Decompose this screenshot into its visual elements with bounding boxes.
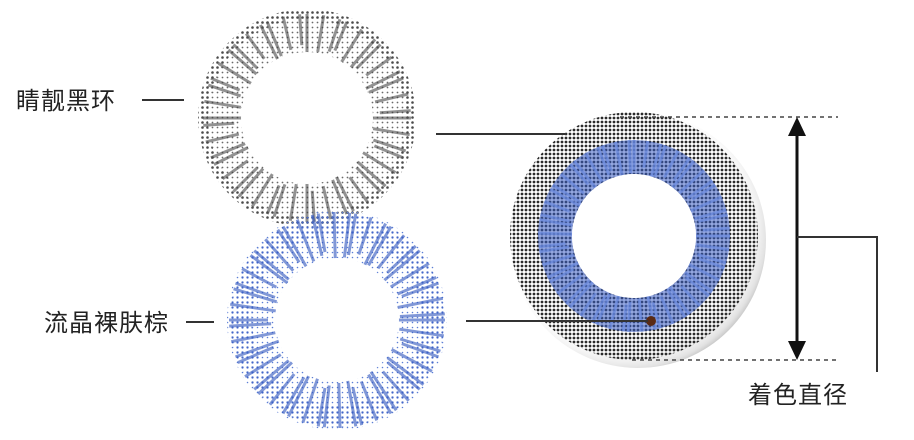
ring-spoke (686, 262, 722, 283)
ring-spoke (217, 62, 254, 86)
ring-spoke (684, 276, 712, 299)
ring-spoke (680, 285, 703, 309)
ring-spoke (626, 301, 632, 334)
ring-spoke (232, 166, 259, 193)
ring-spoke (649, 141, 663, 179)
ring-spoke (663, 148, 681, 179)
ring-spoke (259, 24, 280, 62)
ring-spoke (607, 293, 621, 332)
ring-spoke (567, 161, 590, 186)
ring-spoke (571, 158, 598, 191)
ring-spoke (232, 43, 259, 70)
ring-spoke (205, 132, 240, 144)
ring-spoke (666, 288, 688, 320)
ring-spoke (578, 292, 597, 319)
ring-spoke (535, 231, 575, 236)
ring-spoke (373, 144, 404, 160)
ring-spoke (316, 15, 326, 53)
ring-spoke (670, 158, 697, 191)
diameter-label: 着色直径 (748, 381, 848, 409)
ring-spoke (379, 109, 411, 115)
ring-spoke (554, 274, 583, 296)
ring-spoke (550, 182, 582, 204)
ring-spoke (651, 301, 663, 331)
ring-spoke (210, 76, 241, 92)
ring-spoke (684, 271, 715, 295)
ring-spoke (537, 217, 573, 227)
ring-spoke (348, 176, 370, 204)
ring-spoke (600, 143, 613, 172)
ring-spoke (327, 18, 342, 53)
ring-spoke (355, 166, 382, 193)
ring-spoke (590, 294, 607, 325)
black-ring-label: 睛靓黑环 (16, 87, 116, 115)
ring-spoke (558, 171, 585, 195)
ring-spoke (627, 138, 633, 174)
ring-spoke (678, 167, 707, 194)
blue-ring-lens (220, 200, 460, 440)
ring-spoke (645, 294, 658, 332)
ring-spoke (688, 194, 725, 213)
ring-spoke (567, 279, 595, 310)
ring-spoke (540, 253, 575, 268)
ring-spoke (547, 186, 583, 209)
ring-spoke (637, 298, 644, 334)
combined-lens (500, 100, 770, 370)
ring-spoke (659, 295, 676, 327)
ring-spoke (696, 243, 732, 252)
ring-spoke (349, 38, 377, 69)
ring-spoke (667, 284, 692, 317)
ring-spoke (583, 150, 604, 183)
ring-spoke (368, 76, 404, 94)
ring-spoke (537, 245, 570, 254)
ring-spoke (374, 92, 409, 104)
ring-spoke (360, 150, 397, 174)
ring-spoke (595, 144, 611, 176)
ring-spoke (227, 48, 258, 76)
ring-spoke (244, 32, 266, 60)
ring-spoke (621, 304, 628, 334)
brown-ring-label: 流晶裸肤棕 (44, 309, 169, 337)
ring-spoke (694, 207, 729, 221)
ring-spoke (213, 145, 251, 166)
ring-spoke (298, 14, 304, 46)
ring-spoke (696, 253, 729, 265)
ring-spoke (339, 28, 363, 65)
ring-spoke (691, 182, 718, 201)
ring-spoke (237, 167, 265, 198)
ring-spoke (365, 55, 393, 77)
ring-spoke (210, 142, 246, 160)
ring-spoke (356, 160, 387, 188)
ring-spoke (545, 260, 581, 280)
ring-spoke (687, 178, 715, 200)
pupil-dot (646, 316, 656, 326)
ring-spoke (203, 121, 235, 127)
ring-spoke (363, 70, 401, 91)
ring-spoke (698, 257, 727, 270)
ring-spoke (563, 279, 591, 307)
ring-spoke (372, 127, 410, 137)
ring-spoke (281, 16, 293, 51)
ring-spoke (697, 212, 730, 223)
ring-spoke (538, 212, 571, 223)
ring-spoke (333, 21, 349, 52)
ring-spoke (613, 139, 624, 178)
ring-spoke (204, 99, 242, 109)
ring-spoke (672, 155, 693, 181)
ring-spoke (653, 143, 668, 177)
ring-spoke (265, 21, 283, 57)
ring-spoke (642, 138, 650, 168)
ring-spoke (372, 138, 407, 153)
ring-spoke (207, 83, 242, 98)
ring-spoke (221, 159, 249, 181)
diameter-arrow (788, 117, 806, 360)
diameter-label-bracket (797, 236, 878, 372)
ring-spoke (536, 242, 566, 249)
ring-spoke (541, 199, 571, 213)
ring-spoke (547, 267, 575, 285)
ring-spoke (702, 226, 732, 232)
ring-spoke (355, 43, 382, 70)
